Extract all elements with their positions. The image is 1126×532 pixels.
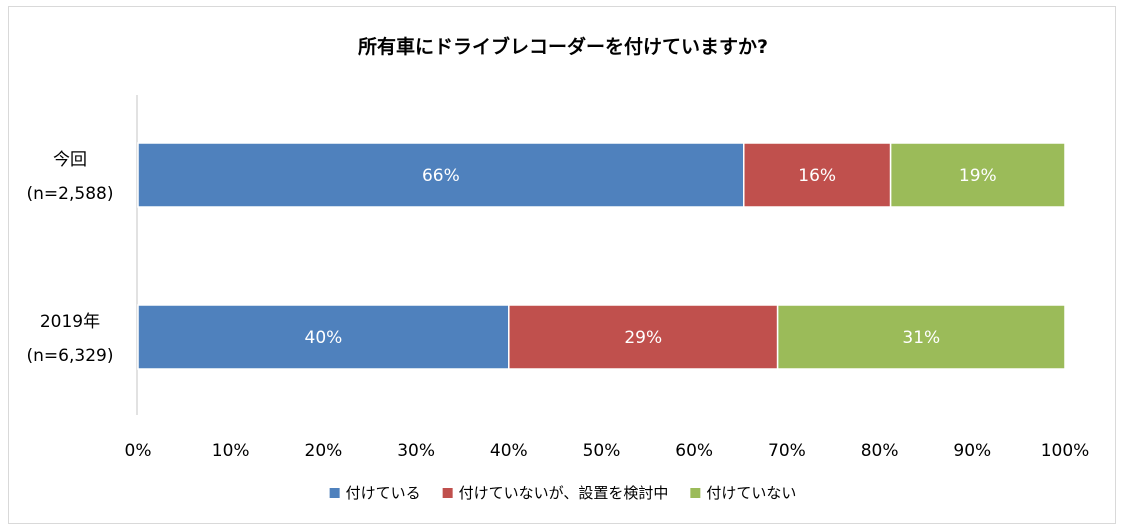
- category-sample-size: (n=2,588): [27, 184, 114, 204]
- data-label: 16%: [798, 166, 836, 186]
- category-label: 今回: [53, 150, 87, 170]
- legend: 付けている 付けていないが、設置を検討中 付けていない: [329, 484, 796, 502]
- x-tick-label: 0%: [125, 441, 152, 461]
- legend-label: 付けていない: [706, 484, 796, 502]
- x-tick-label: 50%: [583, 441, 621, 461]
- legend-item: 付けている: [329, 484, 421, 502]
- chart-title: 所有車にドライブレコーダーを付けていますか?: [358, 35, 768, 58]
- x-axis-ticks: 0% 10% 20% 30% 40% 50% 60% 70% 80% 90% 100%: [125, 441, 1090, 461]
- data-label: 29%: [624, 328, 662, 348]
- data-label: 19%: [959, 166, 997, 186]
- category-labels: 今回 (n=2,588) 2019年 (n=6,329): [27, 150, 114, 366]
- data-label: 66%: [422, 166, 460, 186]
- x-tick-label: 30%: [397, 441, 435, 461]
- legend-swatch: [329, 488, 340, 498]
- category-label: 2019年: [40, 312, 100, 332]
- bars-layer: 66% 16% 19% 40% 29% 31%: [137, 142, 1066, 370]
- x-tick-label: 100%: [1041, 441, 1090, 461]
- x-tick-label: 20%: [305, 441, 343, 461]
- x-tick-label: 10%: [212, 441, 250, 461]
- legend-swatch: [690, 488, 701, 498]
- category-sample-size: (n=6,329): [27, 346, 114, 366]
- data-label: 40%: [305, 328, 343, 348]
- legend-swatch: [442, 488, 453, 498]
- bar-segment-2-2: [508, 304, 779, 370]
- data-label: 31%: [902, 328, 940, 348]
- bar-segment-2-3: [776, 304, 1066, 370]
- bar-segment-1-2: [743, 142, 892, 208]
- bar-segment-1-3: [889, 142, 1066, 208]
- bar-segment-1-1: [137, 142, 745, 208]
- x-tick-label: 80%: [861, 441, 899, 461]
- legend-item: 付けていない: [690, 484, 796, 502]
- x-tick-label: 90%: [953, 441, 991, 461]
- legend-item: 付けていないが、設置を検討中: [442, 484, 669, 502]
- legend-label: 付けていないが、設置を検討中: [459, 484, 669, 502]
- x-tick-label: 60%: [675, 441, 713, 461]
- x-tick-label: 40%: [490, 441, 528, 461]
- x-tick-label: 70%: [768, 441, 806, 461]
- legend-label: 付けている: [346, 484, 421, 502]
- chart-frame: [8, 6, 1116, 524]
